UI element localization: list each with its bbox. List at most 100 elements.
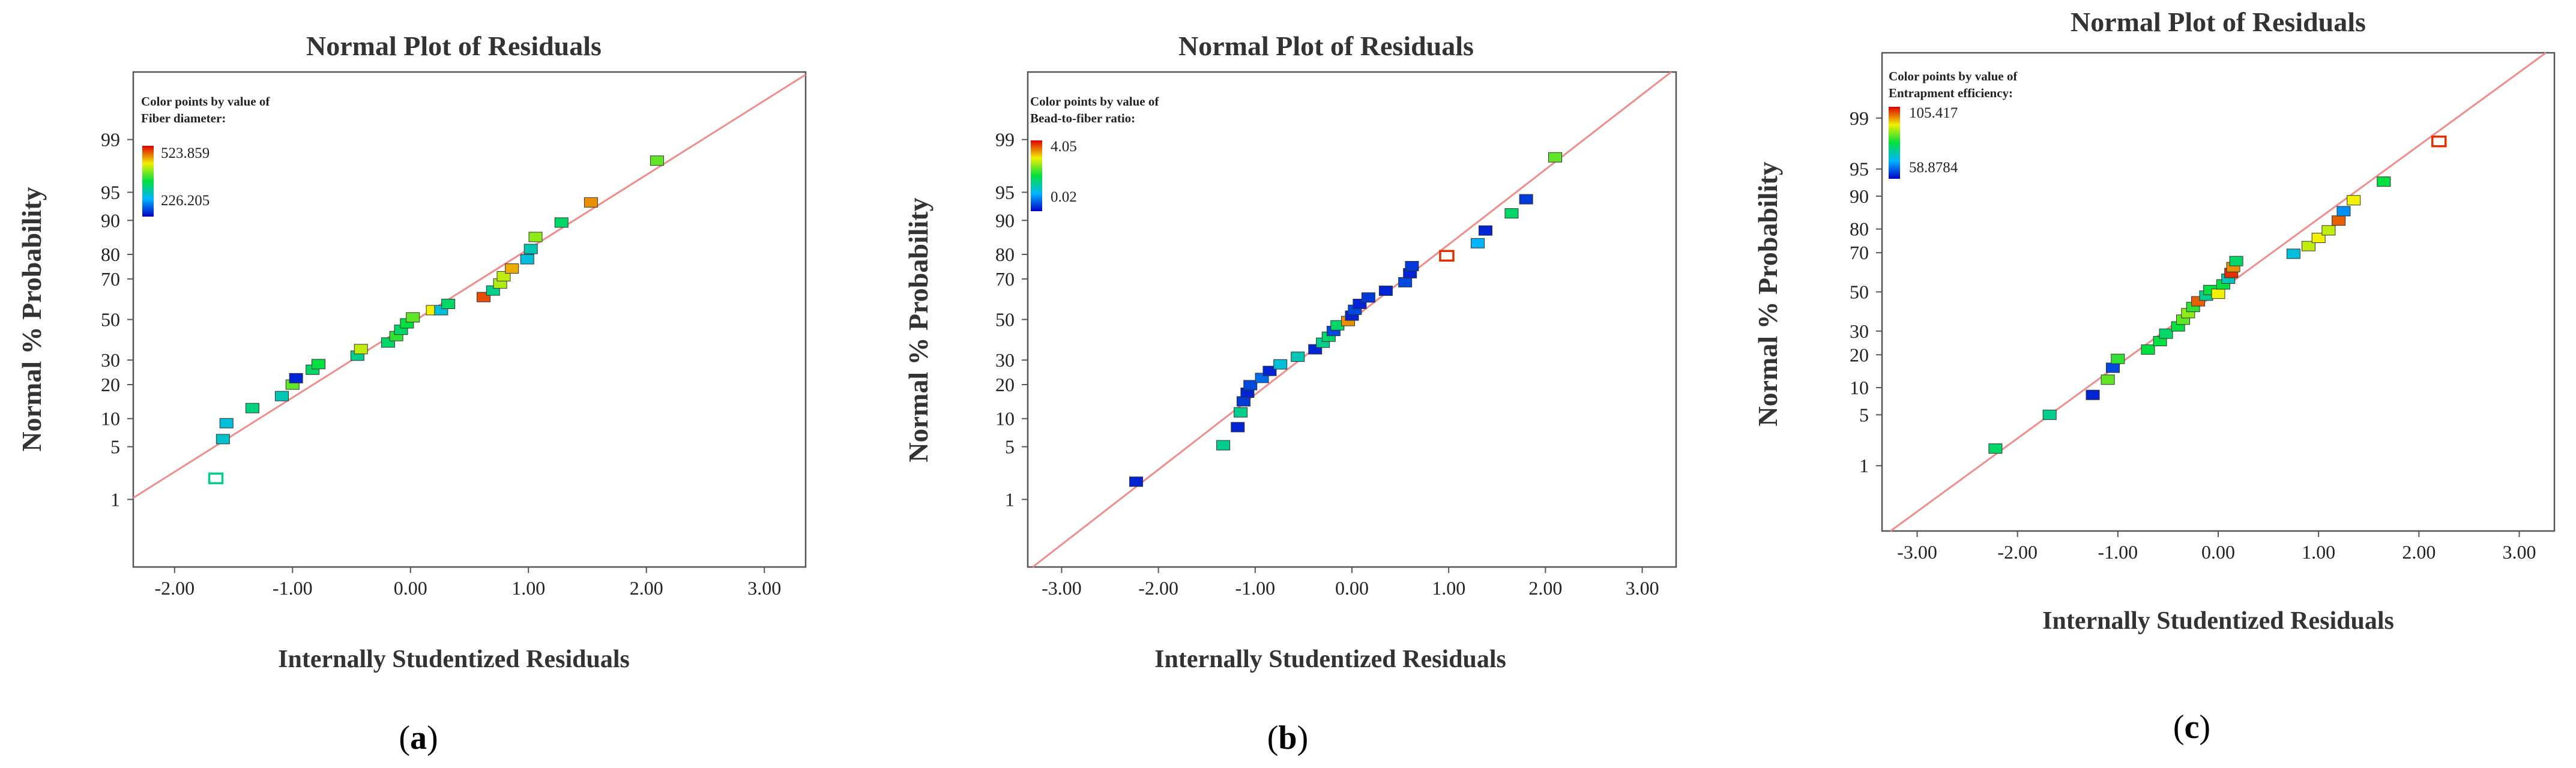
- color-scale-bar: [1889, 107, 1900, 179]
- y-tick-label: 30: [101, 349, 120, 371]
- x-tick-label: 3.00: [1626, 577, 1659, 599]
- data-point: [245, 403, 259, 413]
- x-tick-label: 2.00: [1528, 577, 1562, 599]
- data-point: [441, 298, 456, 309]
- panel-label: (b): [1267, 719, 1308, 757]
- y-axis-label: Normal % Probability: [903, 197, 934, 462]
- color-scale-min: 58.8784: [1909, 160, 1958, 176]
- panel-letter: a: [410, 719, 427, 757]
- chart-panel-b: Normal Plot of Residuals -3.00 -2.00 -1.00…: [903, 31, 1677, 757]
- data-point: [289, 373, 303, 383]
- x-tick-label: 1.00: [511, 577, 545, 599]
- data-point: [2377, 176, 2391, 187]
- x-tick-label: -3.00: [1897, 541, 1937, 563]
- y-tick-label: 1: [110, 488, 120, 510]
- color-scale-min: 226.205: [161, 193, 210, 209]
- data-point: [219, 418, 234, 428]
- panel-label: (c): [2173, 709, 2210, 746]
- x-tick-label: -2.00: [1997, 541, 2038, 563]
- data-point: [2111, 353, 2125, 364]
- x-ticks: -3.00 -2.00 -1.00 0.00 1.00 2.00 3.00: [1897, 531, 2536, 563]
- x-tick-label: -1.00: [1235, 577, 1275, 599]
- y-tick-label: 70: [995, 268, 1015, 290]
- data-point: [2332, 215, 2346, 226]
- data-point: [554, 217, 569, 228]
- data-point: [523, 244, 538, 254]
- data-point: [2159, 328, 2173, 339]
- x-axis-label: Internally Studentized Residuals: [1154, 646, 1506, 673]
- y-tick-label: 20: [1850, 344, 1869, 365]
- y-tick-label: 20: [995, 374, 1015, 395]
- x-tick-label: 1.00: [2302, 541, 2335, 563]
- y-tick-label: 30: [995, 349, 1015, 371]
- legend-line-2: Bead-to-fiber ratio:: [1030, 111, 1135, 125]
- legend-line-1: Color points by value of: [141, 94, 270, 109]
- y-tick-label: 95: [1850, 158, 1869, 180]
- y-tick-label: 20: [101, 374, 120, 395]
- data-point: [2101, 374, 2115, 385]
- data-point: [2229, 256, 2243, 266]
- data-point: [1478, 225, 1492, 236]
- legend-line-1: Color points by value of: [1030, 94, 1159, 109]
- y-tick-label: 99: [101, 129, 120, 151]
- data-point: [2211, 289, 2225, 299]
- legend-line-2: Fiber diameter:: [141, 111, 226, 125]
- data-point: [2042, 409, 2057, 420]
- data-point: [1236, 396, 1250, 407]
- data-point-selected: [2431, 135, 2447, 148]
- y-tick-label: 5: [110, 436, 120, 458]
- data-point: [496, 271, 511, 281]
- color-scale-bar: [1031, 140, 1042, 211]
- color-scale-min: 0.02: [1051, 189, 1077, 205]
- y-tick-label: 80: [101, 244, 120, 265]
- y-tick-label: 80: [995, 244, 1015, 265]
- legend-line-1: Color points by value of: [1889, 69, 2018, 83]
- data-point: [2336, 206, 2351, 217]
- x-tick-label: 2.00: [630, 577, 663, 599]
- data-point: [2105, 362, 2120, 373]
- y-tick-label: 5: [1005, 436, 1015, 458]
- y-tick-label: 90: [101, 209, 120, 231]
- y-tick-label: 5: [1859, 404, 1869, 425]
- y-tick-label: 95: [995, 181, 1015, 203]
- x-tick-label: 1.00: [1432, 577, 1465, 599]
- x-tick-label: 3.00: [2502, 541, 2536, 563]
- y-tick-label: 1: [1005, 488, 1015, 510]
- x-ticks: -3.00 -2.00 -1.00 0.00 1.00 2.00 3.00: [1042, 567, 1659, 599]
- data-point: [1216, 440, 1231, 451]
- data-point: [2347, 195, 2361, 206]
- color-scale-max: 4.05: [1051, 139, 1077, 155]
- y-tick-label: 1: [1859, 455, 1869, 476]
- x-axis-label: Internally Studentized Residuals: [278, 646, 630, 673]
- y-tick-label: 50: [101, 309, 120, 331]
- y-tick-label: 50: [995, 309, 1015, 331]
- data-point: [2311, 233, 2326, 244]
- data-point: [406, 312, 420, 323]
- y-tick-label: 90: [1850, 185, 1869, 207]
- data-point: [1378, 286, 1393, 296]
- points-layer: [208, 155, 664, 484]
- y-tick-label: 80: [1850, 218, 1869, 240]
- x-tick-label: 2.00: [2402, 541, 2436, 563]
- data-point: [311, 359, 325, 370]
- data-point: [1243, 380, 1258, 391]
- panel-label: (a): [399, 719, 438, 757]
- data-point: [505, 263, 519, 274]
- y-axis-label: Normal % Probability: [1752, 161, 1783, 426]
- data-point: [1231, 422, 1245, 433]
- fit-line-layer: [133, 74, 806, 499]
- data-point: [1504, 208, 1519, 219]
- chart-title: Normal Plot of Residuals: [1178, 31, 1474, 61]
- x-tick-label: 3.00: [747, 577, 781, 599]
- legend: Color points by value of Fiber diameter:…: [141, 94, 270, 217]
- data-point: [1273, 359, 1288, 370]
- panel-letter: b: [1278, 719, 1297, 757]
- y-tick-label: 90: [995, 209, 1015, 231]
- data-point: [216, 434, 230, 445]
- data-point: [650, 155, 664, 166]
- panel-letter: c: [2185, 709, 2200, 746]
- data-point: [1361, 292, 1375, 303]
